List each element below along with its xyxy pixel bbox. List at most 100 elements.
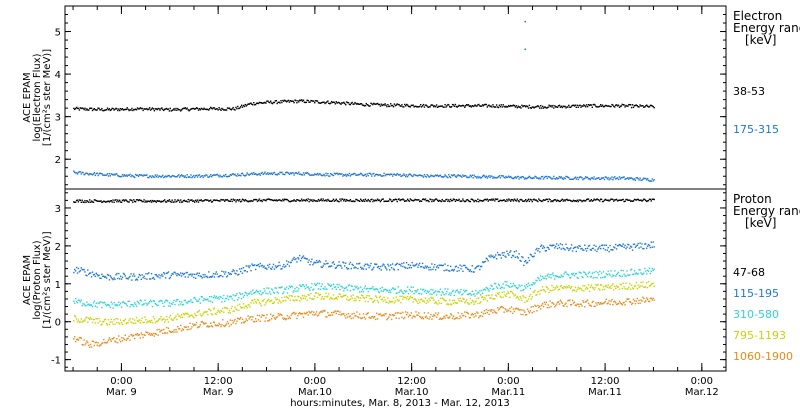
electron-data-point (449, 106, 451, 108)
proton-data-point (420, 316, 422, 318)
proton-data-point (363, 297, 366, 299)
electron-y-tick-label: 2 (55, 155, 61, 166)
proton-data-point (279, 300, 281, 302)
proton-y-axis-label-line: ACE EPAM (22, 255, 33, 305)
proton-data-point (127, 322, 129, 324)
proton-data-point (190, 273, 192, 275)
proton-data-point (315, 292, 318, 294)
proton-data-point (552, 289, 554, 291)
proton-data-point (153, 278, 156, 280)
proton-data-point (549, 289, 551, 292)
proton-data-point (255, 198, 257, 201)
proton-data-point (366, 295, 368, 297)
proton-data-point (184, 299, 186, 302)
proton-data-point (340, 314, 342, 316)
proton-data-point (212, 199, 215, 201)
proton-data-point (561, 244, 563, 246)
proton-data-point (331, 288, 334, 290)
electron-data-point (524, 178, 526, 180)
proton-data-point (484, 298, 487, 300)
proton-data-point (292, 299, 294, 301)
proton-data-point (632, 298, 635, 301)
electron-y-axis-label-line: ACE EPAM (22, 72, 33, 122)
proton-data-point (556, 275, 559, 278)
electron-data-point (119, 175, 121, 178)
electron-data-point (470, 176, 472, 178)
proton-data-point (483, 261, 486, 263)
proton-data-point (136, 199, 139, 201)
proton-data-point (490, 284, 492, 287)
proton-data-point (408, 314, 411, 316)
electron-data-point (441, 105, 443, 107)
proton-data-point (167, 200, 170, 202)
proton-data-point (542, 277, 545, 279)
electron-data-point (204, 175, 206, 177)
proton-data-point (185, 200, 187, 202)
proton-data-point (360, 266, 362, 268)
electron-data-point (601, 104, 604, 106)
electron-data-point (648, 180, 651, 182)
proton-data-point (164, 201, 167, 203)
proton-data-point (109, 338, 111, 341)
proton-data-point (575, 200, 577, 203)
proton-data-point (579, 287, 581, 289)
proton-data-point (236, 320, 238, 322)
proton-data-point (233, 199, 235, 202)
proton-data-point (94, 275, 96, 277)
electron-data-point (609, 105, 611, 108)
proton-data-point (293, 289, 295, 292)
proton-data-point (84, 271, 86, 273)
proton-data-point (359, 200, 361, 202)
proton-data-point (442, 317, 444, 319)
proton-data-point (646, 282, 648, 284)
proton-data-point (89, 343, 92, 346)
proton-data-point (222, 319, 224, 321)
electron-data-point (564, 177, 566, 180)
proton-data-point (273, 301, 276, 303)
proton-data-point (336, 298, 338, 300)
proton-data-point (81, 268, 83, 271)
proton-data-point (319, 199, 322, 201)
proton-data-point (245, 318, 247, 320)
proton-data-point (498, 200, 501, 202)
proton-data-point (571, 289, 574, 292)
proton-data-point (270, 318, 273, 320)
proton-data-point (192, 315, 194, 318)
electron-data-point (254, 104, 256, 106)
electron-data-point (245, 105, 247, 107)
proton-data-point (626, 298, 628, 300)
electron-data-point (458, 175, 460, 177)
proton-data-point (98, 302, 100, 305)
electron-data-point (182, 107, 185, 110)
proton-data-point (390, 314, 392, 316)
electron-data-point (343, 101, 345, 104)
proton-data-point (556, 199, 559, 201)
proton-data-point (286, 199, 289, 201)
proton-data-point (438, 291, 441, 293)
proton-data-point (571, 250, 574, 252)
proton-data-point (73, 320, 75, 322)
electron-data-point (598, 106, 600, 108)
electron-data-point (292, 100, 294, 102)
proton-data-point (75, 338, 78, 341)
proton-data-point (323, 310, 325, 313)
electron-data-point (597, 106, 599, 108)
electron-data-point (227, 107, 230, 109)
electron-data-point (595, 105, 597, 108)
proton-data-point (600, 277, 602, 279)
electron-data-point (100, 173, 102, 175)
proton-data-point (279, 313, 281, 315)
proton-data-point (129, 275, 131, 278)
proton-data-point (312, 289, 314, 291)
proton-data-point (394, 198, 397, 200)
proton-data-point (427, 266, 429, 269)
proton-data-point (425, 267, 427, 269)
proton-data-point (315, 262, 317, 264)
proton-data-point (296, 317, 298, 320)
electron-data-point (505, 175, 507, 178)
proton-legend-title-line: Energy ranges (733, 204, 800, 218)
proton-data-point (285, 318, 288, 320)
proton-data-point (231, 270, 233, 273)
proton-data-point (75, 318, 78, 320)
proton-data-point (79, 301, 81, 303)
